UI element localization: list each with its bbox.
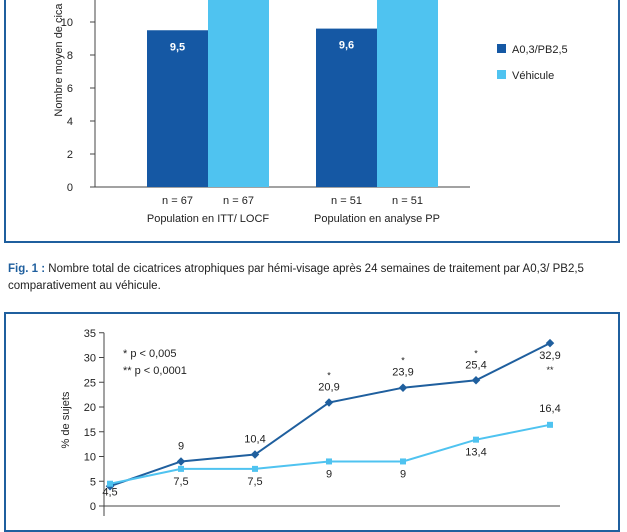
y-tick-label: 2: [67, 149, 73, 161]
group-label: Population en analyse PP: [314, 213, 440, 225]
bar-vehicle: [208, 0, 269, 187]
legend-swatch: [497, 70, 506, 79]
bar-n-label: n = 51: [331, 195, 362, 207]
figure-1-caption: Fig. 1 : Nombre total de cicatrices atro…: [8, 261, 618, 295]
bar-n-label: n = 51: [392, 195, 423, 207]
legend-swatch: [497, 44, 506, 53]
caption-text: Nombre total de cicatrices atrophiques p…: [8, 263, 584, 292]
y-tick-label: 0: [67, 182, 73, 194]
y-axis-label: Nombre moyen de cica: [53, 3, 65, 117]
y-tick-label: 6: [67, 83, 73, 95]
bar-value-label: 9,5: [170, 41, 185, 53]
bar-value-label: 9,6: [339, 40, 354, 52]
bar-vehicle: [377, 0, 438, 187]
figure-1-frame: [4, 0, 620, 243]
legend-label: A0,3/PB2,5: [512, 44, 568, 56]
group-label: Population en ITT/ LOCF: [147, 213, 270, 225]
bar-treatment: [147, 30, 208, 187]
bar-treatment: [316, 28, 377, 187]
caption-prefix: Fig. 1 :: [8, 263, 46, 275]
bar-n-label: n = 67: [162, 195, 193, 207]
figure-2-frame: [4, 312, 620, 532]
bar-n-label: n = 67: [223, 195, 254, 207]
y-tick-label: 4: [67, 116, 73, 128]
y-tick-label: 10: [61, 17, 73, 29]
legend-label: Véhicule: [512, 70, 554, 82]
y-tick-label: 8: [67, 50, 73, 62]
